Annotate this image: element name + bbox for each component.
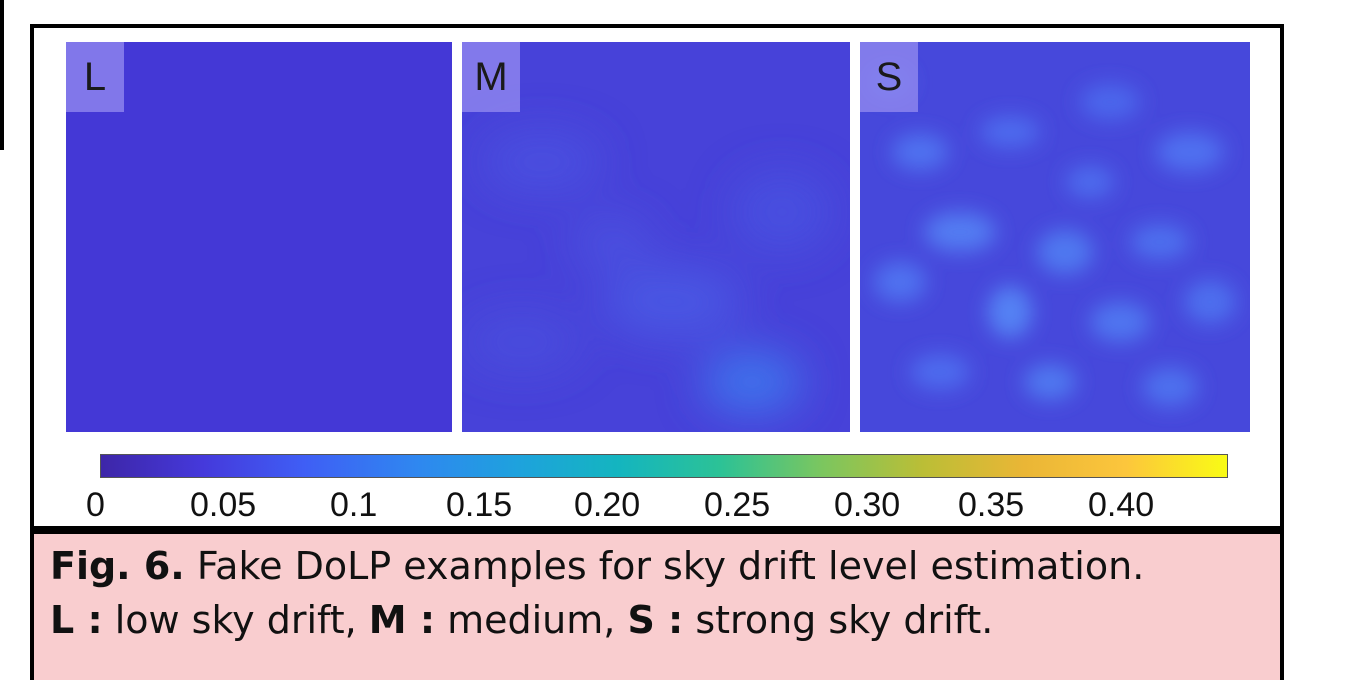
panel-label-medium: M xyxy=(462,42,520,112)
caption-line-2: L : low sky drift, M : medium, S : stron… xyxy=(50,598,993,642)
panel-label-low: L xyxy=(66,42,124,112)
colorbar-tick-label: 0.20 xyxy=(574,486,641,524)
colorbar-tick-label: 0 xyxy=(86,486,105,524)
panel-medium: M xyxy=(462,42,850,432)
figure-frame: L M xyxy=(30,24,1284,530)
figure-caption: Fig. 6. Fake DoLP examples for sky drift… xyxy=(30,530,1284,680)
dolp-map-low xyxy=(66,42,452,432)
colorbar-tick-label: 0.15 xyxy=(446,486,513,524)
colorbar-tick-label: 0.30 xyxy=(834,486,901,524)
panel-low: L xyxy=(66,42,452,432)
caption-text-strong: strong sky drift. xyxy=(683,598,994,642)
colorbar-tick-label: 0.25 xyxy=(704,486,771,524)
colorbar-tick-label: 0.35 xyxy=(958,486,1025,524)
colorbar-tick-label: 0.1 xyxy=(330,486,378,524)
page-edge-line xyxy=(0,0,4,150)
caption-key-strong: S : xyxy=(627,598,684,642)
panel-label-strong: S xyxy=(860,42,918,112)
caption-line-1: Fig. 6. Fake DoLP examples for sky drift… xyxy=(50,544,1144,588)
caption-key-low: L : xyxy=(50,598,103,642)
colorbar-tick-label: 0.40 xyxy=(1088,486,1155,524)
figure-number: Fig. 6. xyxy=(50,544,185,588)
panel-strong: S xyxy=(860,42,1250,432)
caption-text-medium: medium, xyxy=(435,598,628,642)
colorbar-tick-label: 0.05 xyxy=(190,486,257,524)
caption-text: Fake DoLP examples for sky drift level e… xyxy=(184,544,1145,588)
caption-key-medium: M : xyxy=(368,598,436,642)
colorbar xyxy=(100,454,1228,478)
dolp-map-medium xyxy=(462,42,850,432)
colorbar-tick-labels: 0 0.05 0.1 0.15 0.20 0.25 0.30 0.35 0.40 xyxy=(34,486,1280,530)
caption-text-low: low sky drift, xyxy=(102,598,369,642)
dolp-map-strong xyxy=(860,42,1250,432)
